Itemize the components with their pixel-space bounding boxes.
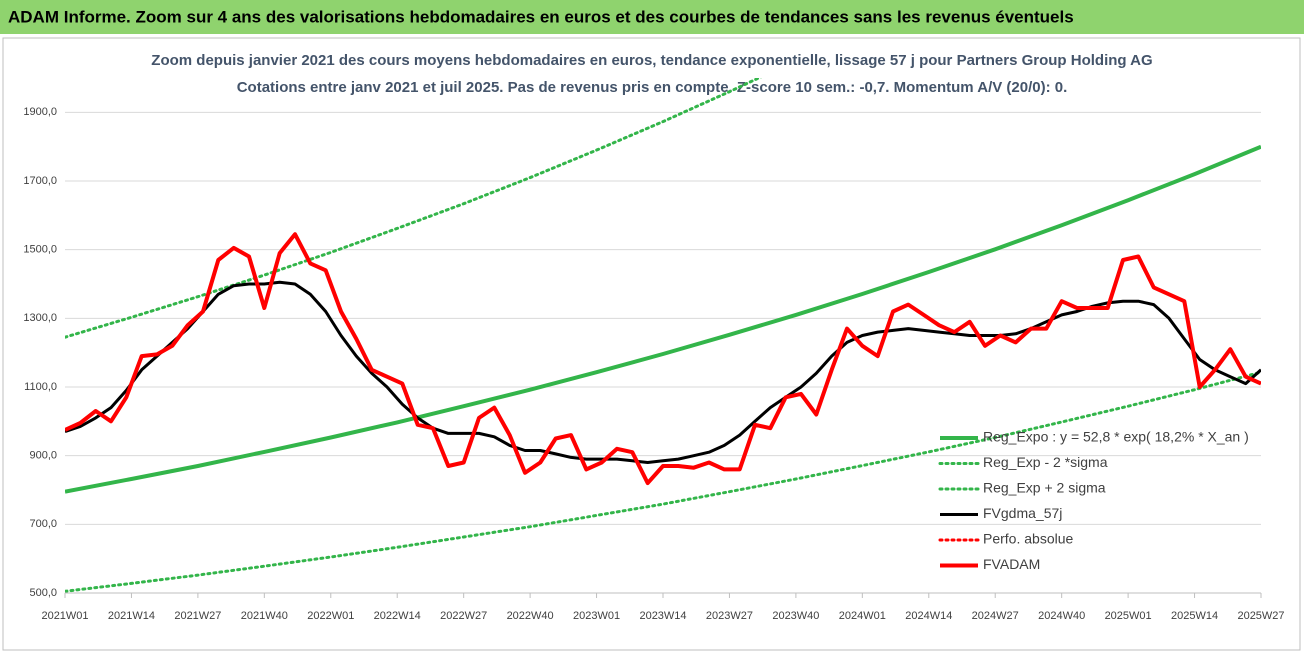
y-tick-label: 1500,0 bbox=[23, 244, 57, 256]
header-bar bbox=[0, 0, 1304, 34]
header-title: ADAM Informe. Zoom sur 4 ans des valoris… bbox=[8, 7, 1074, 26]
chart-title: Zoom depuis janvier 2021 des cours moyen… bbox=[151, 52, 1152, 69]
legend-label: Reg_Exp - 2 *sigma bbox=[983, 454, 1108, 470]
series-line bbox=[65, 280, 1261, 464]
legend-label: FVADAM bbox=[983, 556, 1040, 572]
y-tick-label: 700,0 bbox=[29, 518, 57, 530]
x-tick-label: 2022W40 bbox=[507, 610, 554, 622]
x-tick-label: 2023W40 bbox=[772, 610, 819, 622]
y-tick-label: 1900,0 bbox=[23, 106, 57, 118]
legend-label: Reg_Expo : y = 52,8 * exp( 18,2% * X_an … bbox=[983, 429, 1249, 445]
series-line bbox=[65, 144, 1261, 494]
y-tick-label: 900,0 bbox=[29, 450, 57, 462]
x-tick-label: 2023W14 bbox=[639, 610, 686, 622]
axes: 500,0 700,0 900,0 1100,0 1300,0 1500,0 1700,0 1… bbox=[23, 106, 1284, 622]
x-tick-label: 2021W14 bbox=[108, 610, 155, 622]
legend-label: Perfo. absolue bbox=[983, 531, 1073, 547]
x-tick-label: 2021W40 bbox=[241, 610, 288, 622]
x-tick-label: 2023W27 bbox=[706, 610, 753, 622]
y-tick-label: 1100,0 bbox=[24, 381, 57, 393]
x-tick-label: 2024W40 bbox=[1038, 610, 1085, 622]
x-tick-label: 2023W01 bbox=[573, 610, 620, 622]
legend-label: FVgdma_57j bbox=[983, 505, 1062, 521]
plot bbox=[65, 78, 1261, 593]
y-tick-label: 500,0 bbox=[29, 587, 57, 599]
chart-border bbox=[2, 37, 1301, 651]
y-tick-label: 1700,0 bbox=[23, 175, 57, 187]
x-tick-label: 2022W14 bbox=[374, 610, 421, 622]
legend: Reg_Expo : y = 52,8 * exp( 18,2% * X_an … bbox=[938, 429, 1249, 572]
legend-label: Reg_Exp + 2 sigma bbox=[983, 480, 1106, 496]
x-tick-label: 2025W14 bbox=[1171, 610, 1218, 622]
series-line bbox=[65, 232, 1261, 486]
x-tick-label: 2024W27 bbox=[972, 610, 1019, 622]
series-line bbox=[65, 370, 1261, 593]
series-line bbox=[65, 78, 763, 339]
x-tick-label: 2025W01 bbox=[1105, 610, 1152, 622]
x-tick-label: 2025W27 bbox=[1237, 610, 1284, 622]
x-tick-label: 2021W01 bbox=[41, 610, 88, 622]
x-tick-label: 2024W01 bbox=[839, 610, 886, 622]
x-tick-label: 2021W27 bbox=[174, 610, 221, 622]
x-tick-label: 2022W27 bbox=[440, 610, 487, 622]
x-tick-label: 2024W14 bbox=[905, 610, 952, 622]
y-tick-label: 1300,0 bbox=[23, 312, 57, 324]
chart-subtitle: Cotations entre janv 2021 et juil 2025. … bbox=[237, 79, 1068, 96]
x-tick-label: 2022W01 bbox=[307, 610, 354, 622]
